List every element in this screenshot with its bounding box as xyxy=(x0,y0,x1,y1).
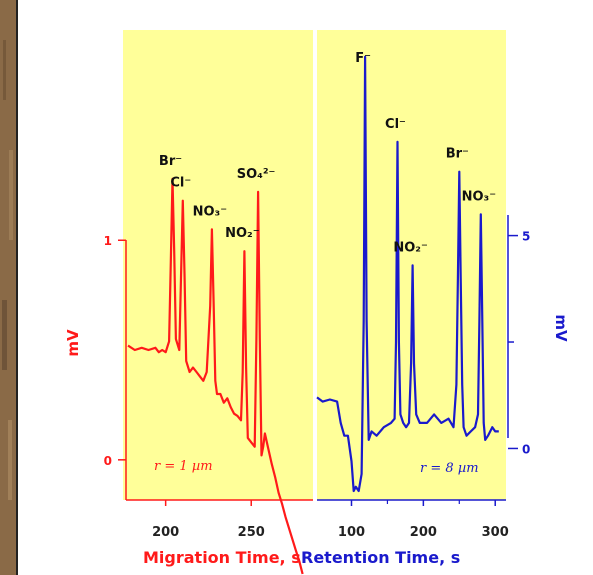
figure-card: 0 1 200 250 mV 0 5 100 200 300 mV Br⁻ Cl⁻ NO₃⁻ NO₂⁻ SO₄… xyxy=(16,0,593,575)
left-x-axis-label: Migration Time, s xyxy=(143,548,301,567)
right-y-tick-label: 5 xyxy=(522,230,530,244)
left-peak-label: NO₃⁻ xyxy=(193,204,228,219)
right-radius-annotation: r = 8 µm xyxy=(420,461,479,476)
left-y-tick-label: 1 xyxy=(104,234,112,248)
left-panel-background xyxy=(123,30,313,500)
right-peak-label: NO₃⁻ xyxy=(462,189,497,204)
right-peak-label: Br⁻ xyxy=(446,147,469,162)
left-peak-label: Br⁻ xyxy=(159,154,182,169)
right-x-tick-label: 300 xyxy=(482,525,509,540)
left-peak-label: Cl⁻ xyxy=(170,176,191,191)
right-x-axis-label: Retention Time, s xyxy=(301,548,461,567)
right-panel-background xyxy=(317,30,506,500)
right-chromatogram-trace xyxy=(316,55,499,493)
left-x-tick-label: 200 xyxy=(152,525,179,540)
right-x-tick-label: 100 xyxy=(338,525,365,540)
textured-backdrop xyxy=(0,0,16,575)
right-peak-label: Cl⁻ xyxy=(385,117,406,132)
right-y-tick-label: 0 xyxy=(522,442,530,456)
left-chromatogram-trace xyxy=(127,177,304,575)
right-x-tick-label: 200 xyxy=(410,525,437,540)
left-peak-label: SO₄²⁻ xyxy=(237,167,276,182)
right-peak-label: NO₂⁻ xyxy=(393,240,428,255)
left-radius-annotation: r = 1 µm xyxy=(154,459,213,474)
left-y-axis-label: mV xyxy=(64,329,82,357)
left-peak-label: NO₂⁻ xyxy=(225,226,260,241)
right-y-axis-label: mV xyxy=(552,314,570,342)
right-peak-label: F⁻ xyxy=(355,51,371,66)
left-x-tick-label: 250 xyxy=(238,525,265,540)
left-y-tick-label: 0 xyxy=(104,454,112,468)
